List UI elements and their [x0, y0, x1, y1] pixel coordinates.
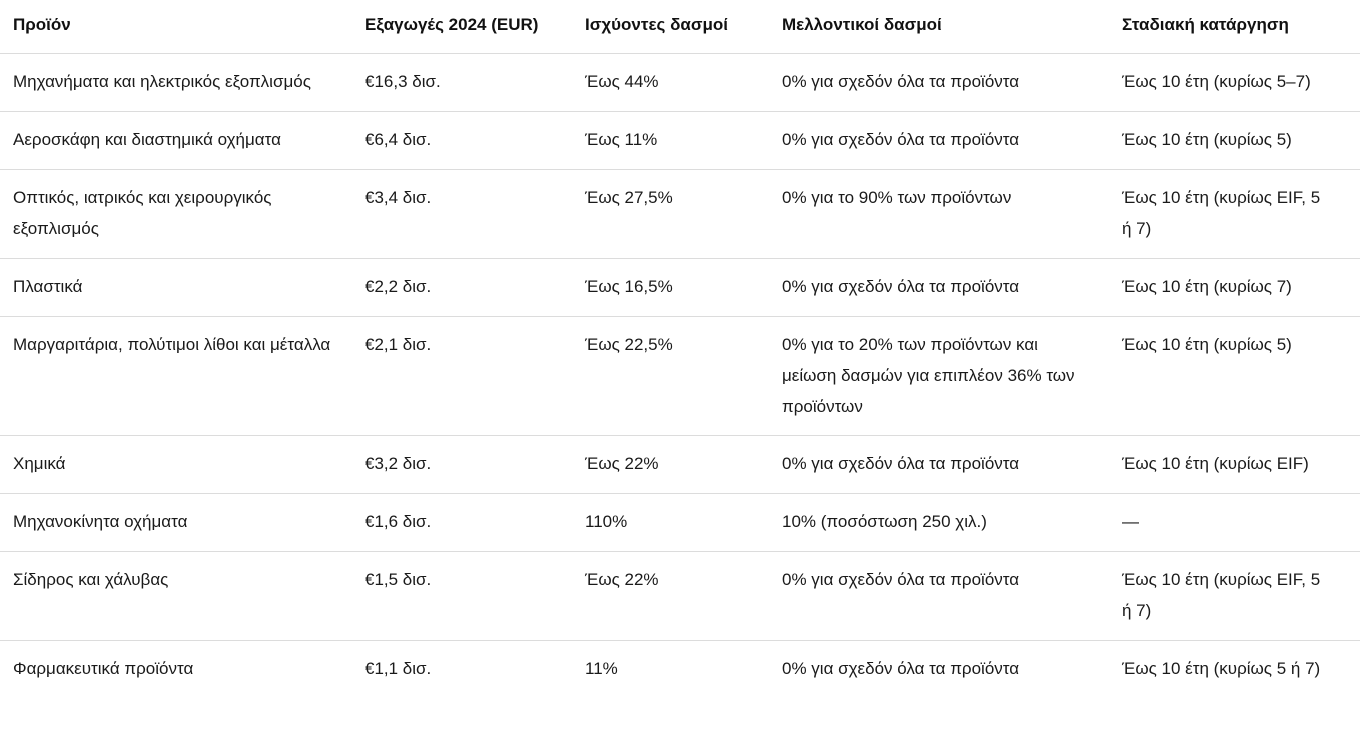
cell-current-tariffs: 110% [585, 493, 782, 553]
column-header-phase-out: Σταδιακή κατάργηση [1122, 0, 1360, 54]
cell-exports: €1,1 δισ. [365, 659, 432, 679]
table-row: Πλαστικά €2,2 δισ. Έως 16,5% 0% για σχεδ… [0, 258, 1360, 317]
cell-current-tariffs: Έως 27,5% [585, 169, 782, 259]
cell-product: Πλαστικά [0, 258, 365, 317]
cell-current-tariffs: Έως 22,5% [585, 316, 782, 437]
cell-future-tariffs: 0% για το 90% των προϊόντων [782, 169, 1122, 259]
cell-product: Φαρμακευτικά προϊόντα [13, 659, 194, 679]
cell-exports: €3,4 δισ. [365, 169, 585, 259]
table-row: Σίδηρος και χάλυβας €1,5 δισ. Έως 22% 0%… [0, 551, 1360, 642]
cell-future-tariffs: 0% για το 20% των προϊόντων και μείωση δ… [782, 316, 1122, 437]
cell-exports: €16,3 δισ. [365, 53, 585, 112]
cell-phase-out: Έως 10 έτη (κυρίως 5–7) [1122, 53, 1360, 112]
column-header-exports: Εξαγωγές 2024 (EUR) [365, 0, 585, 54]
cell-phase-out: — [1122, 493, 1360, 553]
cell-exports: €3,2 δισ. [365, 435, 585, 495]
cell-phase-out: Έως 10 έτη (κυρίως 7) [1122, 258, 1360, 317]
cell-current-tariffs: Έως 16,5% [585, 258, 782, 317]
table-row: Φαρμακευτικά προϊόντα €1,1 δισ. 11% 0% γ… [0, 641, 1360, 698]
cell-product: Σίδηρος και χάλυβας [0, 551, 365, 642]
table-row: Αεροσκάφη και διαστημικά οχήματα €6,4 δι… [0, 111, 1360, 170]
cell-phase-out: Έως 10 έτη (κυρίως EIF, 5 ή 7) [1122, 169, 1360, 259]
cell-current-tariffs: Έως 22% [585, 435, 782, 495]
cell-product: Αεροσκάφη και διαστημικά οχήματα [0, 111, 365, 170]
cell-current-tariffs: Έως 11% [585, 111, 782, 170]
tariff-table: Προϊόν Εξαγωγές 2024 (EUR) Ισχύοντες δασ… [0, 0, 1360, 698]
cell-future-tariffs: 0% για σχεδόν όλα τα προϊόντα [782, 435, 1122, 495]
cell-phase-out: Έως 10 έτη (κυρίως 5) [1122, 316, 1360, 437]
cell-exports: €1,5 δισ. [365, 551, 585, 642]
cell-exports: €2,2 δισ. [365, 258, 585, 317]
cell-current-tariffs: Έως 22% [585, 551, 782, 642]
cell-phase-out: Έως 10 έτη (κυρίως EIF) [1122, 435, 1360, 495]
cell-phase-out: Έως 10 έτη (κυρίως EIF, 5 ή 7) [1122, 551, 1360, 642]
column-header-current-tariffs: Ισχύοντες δασμοί [585, 0, 782, 54]
cell-phase-out: Έως 10 έτη (κυρίως 5) [1122, 111, 1360, 170]
cell-current-tariffs: Έως 44% [585, 53, 782, 112]
cell-exports: €6,4 δισ. [365, 111, 585, 170]
table-row: Μηχανοκίνητα οχήματα €1,6 δισ. 110% 10% … [0, 493, 1360, 553]
cell-future-tariffs: 0% για σχεδόν όλα τα προϊόντα [782, 53, 1122, 112]
cell-future-tariffs: 0% για σχεδόν όλα τα προϊόντα [782, 659, 1020, 679]
column-header-future-tariffs: Μελλοντικοί δασμοί [782, 0, 1122, 54]
table-row: Μηχανήματα και ηλεκτρικός εξοπλισμός €16… [0, 53, 1360, 112]
cell-product: Μηχανοκίνητα οχήματα [0, 493, 365, 553]
column-header-product: Προϊόν [0, 0, 365, 54]
table-row: Μαργαριτάρια, πολύτιμοι λίθοι και μέταλλ… [0, 316, 1360, 437]
table-row: Χημικά €3,2 δισ. Έως 22% 0% για σχεδόν ό… [0, 435, 1360, 495]
cell-exports: €1,6 δισ. [365, 493, 585, 553]
cell-product: Μηχανήματα και ηλεκτρικός εξοπλισμός [0, 53, 365, 112]
cell-phase-out: Έως 10 έτη (κυρίως 5 ή 7) [1122, 659, 1321, 679]
table-row: Οπτικός, ιατρικός και χειρουργικός εξοπλ… [0, 169, 1360, 259]
cell-exports: €2,1 δισ. [365, 316, 585, 437]
cell-product: Χημικά [0, 435, 365, 495]
cell-current-tariffs: 11% [585, 659, 618, 679]
cell-future-tariffs: 0% για σχεδόν όλα τα προϊόντα [782, 258, 1122, 317]
cell-future-tariffs: 0% για σχεδόν όλα τα προϊόντα [782, 551, 1122, 642]
cell-future-tariffs: 10% (ποσόστωση 250 χιλ.) [782, 493, 1122, 553]
cell-product: Μαργαριτάρια, πολύτιμοι λίθοι και μέταλλ… [0, 316, 365, 437]
cell-product: Οπτικός, ιατρικός και χειρουργικός εξοπλ… [0, 169, 365, 259]
table-header-row: Προϊόν Εξαγωγές 2024 (EUR) Ισχύοντες δασ… [0, 0, 1360, 54]
cell-future-tariffs: 0% για σχεδόν όλα τα προϊόντα [782, 111, 1122, 170]
